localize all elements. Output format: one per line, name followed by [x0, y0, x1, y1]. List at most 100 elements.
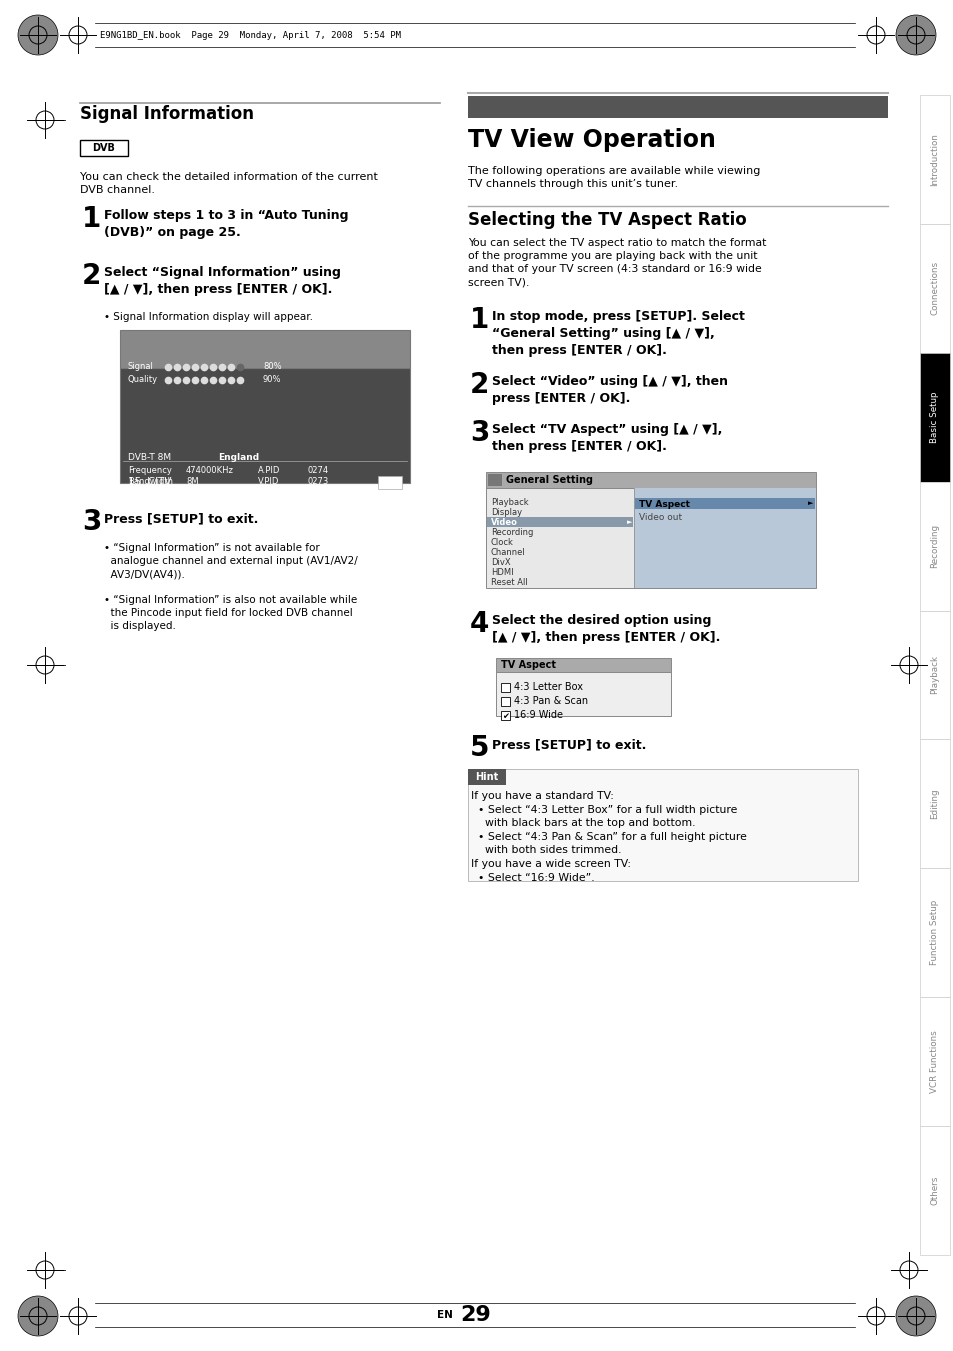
Bar	[919, 353, 949, 482]
Text: TV View Operation: TV View Operation	[468, 128, 715, 153]
Bar	[500, 697, 510, 707]
Text: If you have a standard TV:
  • Select “4:3 Letter Box” for a full width picture
: If you have a standard TV: • Select “4:3…	[471, 790, 746, 882]
Text: In stop mode, press [SETUP]. Select
“General Setting” using [▲ / ▼],
then press : In stop mode, press [SETUP]. Select “Gen…	[492, 309, 744, 357]
Text: 5: 5	[470, 734, 489, 762]
Text: 16:9 Wide: 16:9 Wide	[514, 711, 562, 720]
Text: Introduction: Introduction	[929, 132, 939, 186]
Text: 4: 4	[470, 611, 489, 638]
Text: 80%: 80%	[263, 362, 281, 372]
Text: CITV 576i: CITV 576i	[190, 513, 230, 521]
Text: The following operations are available while viewing
TV channels through this un: The following operations are available w…	[468, 166, 760, 189]
Text: 12:00-15:00: 12:00-15:00	[128, 503, 178, 511]
Text: Select the desired option using
[▲ / ▼], then press [ENTER / OK].: Select the desired option using [▲ / ▼],…	[492, 613, 720, 644]
Bar	[635, 499, 814, 509]
Text: 29: 29	[459, 1305, 490, 1325]
Bar	[919, 611, 949, 739]
Text: Selecting the TV Aspect Ratio: Selecting the TV Aspect Ratio	[468, 211, 746, 230]
Bar	[496, 671, 670, 716]
Text: Bandwidth: Bandwidth	[128, 477, 172, 486]
Text: Connections: Connections	[929, 261, 939, 315]
Text: ►: ►	[626, 519, 631, 526]
Text: • “Signal Information” is also not available while
  the Pincode input field for: • “Signal Information” is also not avail…	[104, 594, 356, 631]
Text: E9NG1BD_EN.book  Page 29  Monday, April 7, 2008  5:54 PM: E9NG1BD_EN.book Page 29 Monday, April 7,…	[100, 31, 400, 39]
Bar	[500, 684, 510, 692]
Bar	[919, 482, 949, 611]
Text: Editing: Editing	[929, 789, 939, 819]
Text: Others: Others	[929, 1175, 939, 1205]
Text: 4:3 Letter Box: 4:3 Letter Box	[514, 682, 582, 692]
Circle shape	[18, 15, 58, 55]
Text: 8M: 8M	[186, 477, 198, 486]
Text: CITV 576i: CITV 576i	[190, 503, 230, 511]
Text: • “Signal Information” is not available for
  analogue channel and external inpu: • “Signal Information” is not available …	[104, 543, 357, 580]
Bar	[634, 488, 815, 588]
Bar	[120, 330, 410, 367]
Bar	[500, 711, 510, 720]
Bar	[486, 517, 633, 527]
Text: 1: 1	[470, 305, 489, 334]
Text: General Setting: General Setting	[505, 476, 593, 485]
Text: Basic Setup: Basic Setup	[929, 392, 939, 443]
Text: P.PID: P.PID	[257, 488, 278, 497]
Bar	[120, 367, 410, 484]
Text: You can check the detailed information of the current
DVB channel.: You can check the detailed information o…	[80, 172, 377, 195]
Text: Clock: Clock	[491, 538, 514, 547]
Bar	[485, 488, 815, 588]
Bar	[80, 141, 128, 155]
Text: Signal Information: Signal Information	[80, 105, 253, 123]
Bar	[468, 769, 857, 881]
Text: EN: EN	[436, 1310, 453, 1320]
Text: DVB-T 8M: DVB-T 8M	[128, 453, 171, 462]
Text: 3: 3	[82, 508, 101, 536]
Bar	[919, 224, 949, 353]
Text: Playback: Playback	[929, 655, 939, 694]
Bar	[919, 869, 949, 997]
Text: 0512: 0512	[308, 488, 329, 497]
Text: Playback: Playback	[491, 499, 528, 507]
Text: 90%: 90%	[263, 376, 281, 384]
Text: TV Aspect: TV Aspect	[639, 500, 690, 509]
Text: Video: Video	[491, 517, 517, 527]
Text: Reset All: Reset All	[491, 578, 527, 586]
Bar	[468, 96, 887, 118]
Text: DVB: DVB	[92, 143, 115, 153]
Text: Press [SETUP] to exit.: Press [SETUP] to exit.	[492, 738, 646, 751]
Text: Video out: Video out	[639, 513, 682, 521]
Text: • Signal Information display will appear.: • Signal Information display will appear…	[104, 312, 313, 322]
Text: Select “Video” using [▲ / ▼], then
press [ENTER / OK].: Select “Video” using [▲ / ▼], then press…	[492, 376, 727, 405]
Text: DivX: DivX	[491, 558, 510, 567]
Text: Display: Display	[491, 508, 521, 517]
Circle shape	[895, 15, 935, 55]
Text: Select “Signal Information” using
[▲ / ▼], then press [ENTER / OK].: Select “Signal Information” using [▲ / ▼…	[104, 266, 340, 296]
Bar	[919, 1127, 949, 1255]
Circle shape	[18, 1296, 58, 1336]
Bar	[377, 476, 401, 489]
Text: TV Aspect: TV Aspect	[500, 661, 556, 670]
Text: Quality: Quality	[128, 376, 158, 384]
Bar	[919, 95, 949, 224]
Text: 0274: 0274	[308, 466, 329, 476]
Bar	[496, 658, 670, 671]
Text: Hint: Hint	[475, 771, 498, 782]
Text: 15:00-18:00: 15:00-18:00	[128, 513, 178, 521]
Bar	[485, 471, 815, 488]
Text: You can select the TV aspect ratio to match the format
of the programme you are : You can select the TV aspect ratio to ma…	[468, 238, 765, 288]
Text: Frequency: Frequency	[128, 466, 172, 476]
Text: Select “TV Aspect” using [▲ / ▼],
then press [ENTER / OK].: Select “TV Aspect” using [▲ / ▼], then p…	[492, 423, 721, 453]
Bar	[488, 474, 501, 486]
Text: 1: 1	[82, 205, 101, 232]
Text: 0273: 0273	[308, 477, 329, 486]
Text: Follow steps 1 to 3 in “Auto Tuning
(DVB)” on page 25.: Follow steps 1 to 3 in “Auto Tuning (DVB…	[104, 209, 348, 239]
Text: Function Setup: Function Setup	[929, 900, 939, 966]
Text: 4:3 Pan & Scan: 4:3 Pan & Scan	[514, 696, 587, 707]
Text: 3: 3	[470, 419, 489, 447]
Text: VCR Functions: VCR Functions	[929, 1031, 939, 1093]
Text: Recording: Recording	[929, 524, 939, 569]
Text: ►: ►	[807, 500, 813, 507]
Text: 15  CITV: 15 CITV	[128, 477, 172, 486]
Text: England: England	[218, 453, 259, 462]
Text: Recording: Recording	[491, 528, 533, 536]
Text: Press [SETUP] to exit.: Press [SETUP] to exit.	[104, 512, 258, 526]
Text: 2: 2	[470, 372, 489, 399]
Text: A.PID: A.PID	[257, 466, 280, 476]
